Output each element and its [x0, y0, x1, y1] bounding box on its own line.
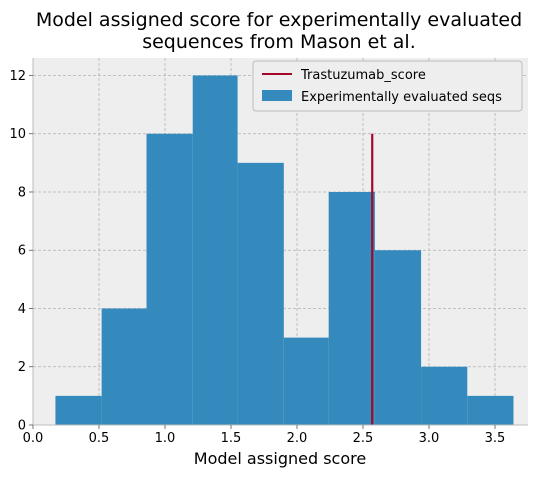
y-tick-label: 2: [18, 360, 26, 375]
x-tick-label: 1.5: [221, 431, 242, 446]
y-tick-label: 6: [18, 244, 26, 259]
histogram-bar: [237, 162, 284, 425]
histogram-bar: [146, 133, 193, 425]
histogram-bar: [467, 395, 514, 425]
axes: 0.0 0.5 1.0 1.5 2.0 2.5 3.0 3.5 0 2 4 6 8 10 12: [9, 58, 528, 446]
chart-title-line-2: sequences from Mason et al.: [142, 31, 416, 53]
legend-bar-swatch: [262, 90, 292, 101]
y-tick-label: 4: [18, 302, 26, 317]
x-tick-label: 1.0: [155, 431, 176, 446]
y-tick-label: 10: [9, 127, 26, 142]
x-tick-label: 2.0: [287, 431, 308, 446]
histogram-bar: [101, 308, 147, 425]
x-tick-label: 3.5: [485, 431, 506, 446]
histogram-bar: [328, 191, 375, 425]
x-tick-label: 0.5: [89, 431, 110, 446]
legend: Trastuzumab_score Experimentally evaluat…: [252, 60, 523, 112]
legend-label-trastuzumab: Trastuzumab_score: [300, 68, 426, 83]
chart-title-line-1: Model assigned score for experimentally …: [36, 9, 522, 31]
y-tick-label: 8: [18, 185, 26, 200]
histogram-bar: [55, 395, 102, 425]
histogram-bar: [421, 366, 468, 425]
x-tick-label: 0.0: [23, 431, 44, 446]
x-tick-label: 3.0: [419, 431, 440, 446]
histogram-bar: [374, 250, 422, 425]
legend-box: [252, 60, 523, 112]
x-axis-label: Model assigned score: [194, 449, 366, 468]
y-tick-label: 0: [18, 419, 26, 434]
histogram-bars: [55, 75, 514, 425]
legend-label-histogram: Experimentally evaluated seqs: [301, 90, 502, 105]
y-tick-label: 12: [9, 69, 26, 84]
histogram-bar: [283, 337, 329, 425]
x-tick-label: 2.5: [353, 431, 374, 446]
histogram-bar: [192, 75, 238, 425]
